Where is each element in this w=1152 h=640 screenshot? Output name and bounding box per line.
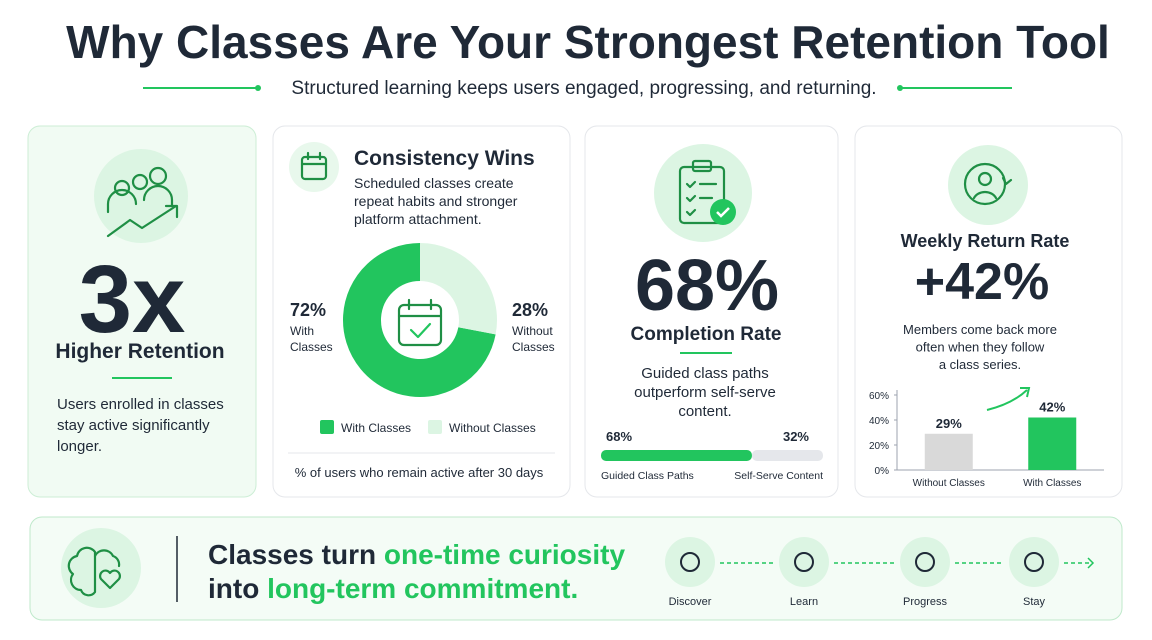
trend-arrow <box>986 389 1028 411</box>
subtitle: Structured learning keeps users engaged,… <box>291 78 876 99</box>
donut-slice <box>343 243 496 397</box>
dot <box>255 85 261 91</box>
step-label: Discover <box>669 596 712 608</box>
card <box>272 125 571 498</box>
calendar-icon <box>397 298 443 347</box>
body-text: Guided class paths <box>641 365 769 382</box>
body-text: stay active significantly <box>57 417 210 434</box>
check <box>716 207 730 218</box>
return-icon <box>963 162 1013 206</box>
donut-slice <box>419 243 497 335</box>
legend-swatch <box>428 420 442 434</box>
step-icon <box>1024 552 1044 572</box>
y-tick-label: 0% <box>875 466 890 477</box>
x-tick-label: Without Classes <box>913 478 985 489</box>
label: Completion Rate <box>631 324 782 345</box>
card <box>27 125 257 498</box>
value-label: 72% <box>290 300 326 320</box>
banner <box>29 516 1123 621</box>
card-title: Weekly Return Rate <box>901 231 1070 251</box>
check-badge <box>710 199 736 225</box>
slice-label-word: With <box>290 324 314 338</box>
slice-label: With Classes <box>290 324 333 354</box>
step-icon <box>680 552 700 572</box>
bar <box>1028 417 1077 470</box>
body-text: content. <box>678 403 731 420</box>
step-icon <box>794 552 814 572</box>
step-icon-bg <box>779 537 829 587</box>
y-tick-label: 40% <box>869 416 889 427</box>
step-icon-bg <box>665 537 715 587</box>
slice-label-word: Without <box>512 324 553 338</box>
label: Higher Retention <box>55 340 224 363</box>
body-text: repeat habits and stronger <box>354 193 518 209</box>
calendar-icon <box>300 151 328 181</box>
clipboard-icon <box>678 159 726 225</box>
card <box>584 125 839 498</box>
bar <box>924 433 973 470</box>
step-icon-bg <box>900 537 950 587</box>
title: Why Classes Are Your Strongest Retention… <box>66 16 1110 68</box>
step-label: Progress <box>903 596 948 608</box>
body-text: a class series. <box>939 357 1021 372</box>
message-highlight: long-term commitment. <box>267 573 578 604</box>
body-text: Scheduled classes create <box>354 175 514 191</box>
progress-segment <box>601 450 752 461</box>
value-label: 42% <box>1039 400 1065 415</box>
arrow-head <box>1020 387 1031 398</box>
body-text: longer. <box>57 438 102 455</box>
step-label: Stay <box>1023 596 1046 608</box>
body-text: Members come back more <box>903 322 1057 337</box>
body-text: often when they follow <box>916 340 1045 355</box>
step-icon <box>915 552 935 572</box>
value-label: 32% <box>783 429 809 444</box>
value-label: 68% <box>606 429 632 444</box>
message-part: into <box>208 573 267 604</box>
headline: +42% <box>915 253 1049 311</box>
slice-label-word: Classes <box>512 340 555 354</box>
y-tick-label: 20% <box>869 441 889 452</box>
body-text: platform attachment. <box>354 211 482 227</box>
headline: 3x <box>79 246 186 353</box>
message-highlight: one-time curiosity <box>384 539 626 570</box>
note: % of users who remain active after 30 da… <box>295 465 544 480</box>
body-text: outperform self-serve <box>634 384 776 401</box>
headline: 68% <box>635 246 779 326</box>
people-icon <box>106 166 179 238</box>
y-tick-label: 60% <box>869 391 889 402</box>
category-label: Self-Serve Content <box>734 470 823 482</box>
icon-bg <box>61 528 141 608</box>
icon-bg <box>94 149 188 243</box>
brain-heart-icon <box>67 546 121 597</box>
legend-swatch <box>320 420 334 434</box>
card-title: Consistency Wins <box>354 147 535 170</box>
slice-label-word: Classes <box>290 340 333 354</box>
icon-bg <box>289 142 339 192</box>
slice-label: Without Classes <box>512 324 555 354</box>
dot <box>897 85 903 91</box>
body-text: Users enrolled in classes <box>57 396 224 413</box>
progress-segment <box>751 450 823 461</box>
message-line: into long-term commitment. <box>208 573 578 604</box>
value-label: 28% <box>512 300 548 320</box>
card <box>854 125 1123 498</box>
arrow-head <box>1087 557 1095 569</box>
category-label: Guided Class Paths <box>601 470 694 482</box>
value-label: 29% <box>936 416 962 431</box>
legend-label: Without Classes <box>449 421 536 435</box>
icon-bg <box>654 144 752 242</box>
x-tick-label: With Classes <box>1023 478 1081 489</box>
message-line: Classes turn one-time curiosity <box>208 539 625 570</box>
legend-label: With Classes <box>341 421 411 435</box>
step-label: Learn <box>790 596 818 608</box>
message-part: Classes turn <box>208 539 384 570</box>
step-icon-bg <box>1009 537 1059 587</box>
